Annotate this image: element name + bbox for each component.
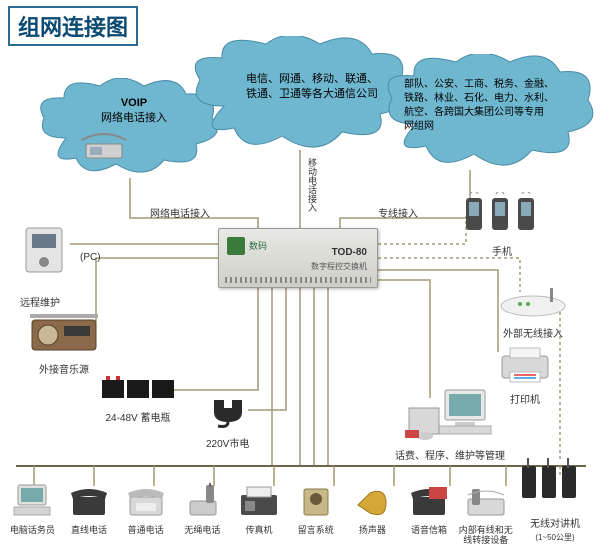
- device-audio: 外接音乐源: [30, 314, 98, 376]
- link-label-dedicated: 专线接入: [378, 205, 418, 220]
- device-battery: 24-48V 蓄电瓶: [100, 372, 176, 424]
- device-fax: 传真机: [231, 483, 288, 546]
- device-voicemail: 语音信箱: [401, 483, 458, 546]
- bottom-device-row: 电脑话务员 直线电话 普通电话 无绳电话 传真机 留言系统 扬声器 语音信箱 内…: [4, 483, 514, 546]
- label-remote: 远程维护: [20, 294, 60, 309]
- device-internal: 内部有线和无线转接设备: [457, 483, 514, 546]
- link-label-mobile: 移动电话接入: [306, 158, 319, 212]
- device-walkies: 无线对讲机 (1~50公里): [520, 458, 590, 543]
- cloud-carriers-text: 电信、网通、移动、联通、 铁通、卫通等各大通信公司: [232, 72, 392, 103]
- device-speaker: 扬声器: [344, 483, 401, 546]
- device-direct-phone: 直线电话: [61, 483, 118, 546]
- label-pc: (PC): [80, 252, 101, 263]
- device-wifi-router: 外部无线接入: [498, 284, 568, 340]
- device-cordless: 无绳电话: [174, 483, 231, 546]
- device-msgbox: 留言系统: [287, 483, 344, 546]
- cloud-voip-text: VOIP 网络电话接入: [74, 96, 194, 127]
- device-remote: [20, 222, 68, 283]
- device-mobiles: 手机: [462, 192, 542, 258]
- device-power: 220V市电: [206, 396, 249, 450]
- voip-phone-icon: [80, 132, 128, 162]
- device-normal-phone: 普通电话: [117, 483, 174, 546]
- diagram-title: 组网连接图: [8, 6, 138, 46]
- device-console: 话费、程序、维护等管理: [390, 386, 510, 462]
- link-label-net: 网络电话接入: [150, 205, 210, 220]
- device-attendant: 电脑话务员: [4, 483, 61, 546]
- cloud-private-text: 部队、公安、工商、税务、金融、 铁路、林业、石化、电力、水利、 航空、各跨国大集…: [404, 78, 580, 134]
- central-pbx: 数码 TOD-80 数字程控交换机: [218, 228, 378, 288]
